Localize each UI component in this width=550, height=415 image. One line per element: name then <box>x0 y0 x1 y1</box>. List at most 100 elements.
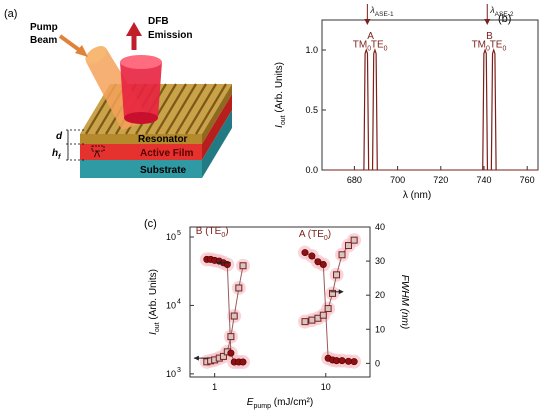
d-label: d <box>56 131 63 142</box>
fwhm-marker <box>227 349 235 357</box>
intensity-marker <box>319 311 327 319</box>
y2-tick-label: 10 <box>375 324 385 334</box>
x-tick-label: 680 <box>347 175 362 185</box>
right-y-axis-label: FWHM (nm) <box>399 275 410 329</box>
x-tick-label: 700 <box>390 175 405 185</box>
fwhm-marker <box>350 358 358 366</box>
spectrum-series <box>322 48 538 171</box>
y2-tick-label: 0 <box>375 358 380 368</box>
resonator-label: Resonator <box>138 134 188 145</box>
fwhm-axis-arrow-head <box>338 289 344 295</box>
substrate-layer <box>80 160 202 178</box>
pump-arrow <box>58 34 88 57</box>
series-labels: B (TE0) A (TE0) <box>196 226 331 242</box>
x-axis-label: λ (nm) <box>403 190 431 201</box>
spectral-peak-0 <box>363 48 370 171</box>
data-markers <box>193 236 358 366</box>
plot-frame <box>189 226 371 378</box>
y-tick-label: 0.0 <box>305 165 318 175</box>
intensity-marker <box>333 271 341 279</box>
x-tick-label: 1 <box>212 382 217 392</box>
active-film-side <box>202 94 232 160</box>
panel-b-tag: (b) <box>498 13 511 25</box>
lambda-label: Λ <box>94 149 100 159</box>
x-axis-ticks: 1 10 <box>212 373 331 392</box>
series-label: B (TE0) <box>196 226 229 239</box>
spectral-peak-2 <box>482 48 489 171</box>
x-tick-label: 740 <box>476 175 491 185</box>
peak-group-label: B <box>486 31 493 42</box>
substrate-label: Substrate <box>140 165 187 176</box>
y-tick-exponent: 5 <box>177 230 181 237</box>
fwhm-marker <box>308 252 316 260</box>
y-tick-label: 1.0 <box>305 45 318 55</box>
peak-mode-label: TE0 <box>490 40 507 53</box>
pump-label-line2: Beam <box>30 35 57 46</box>
intensity-marker <box>329 289 337 297</box>
active-film-layer <box>80 144 202 160</box>
ase-label: λASE-2 <box>489 5 514 18</box>
y2-tick-label: 20 <box>375 290 385 300</box>
pump-label-line1: Pump <box>30 22 58 33</box>
panel-b-spectrum-chart: (b) 680 700 720 740 760 0.0 0.5 1.0 A B TM0 TE0 TM… <box>262 0 550 205</box>
peak-mode-label: TE0 <box>371 40 388 53</box>
intensity-axis-arrow-head <box>193 355 199 361</box>
y-tick-label: 10 <box>166 369 176 379</box>
panel-a-tag: (a) <box>4 8 17 20</box>
emission-label-line1: DFB <box>148 16 169 27</box>
fwhm-marker <box>239 358 247 366</box>
ase-arrow-head <box>484 19 491 25</box>
resonator-side <box>202 84 232 144</box>
fwhm-marker <box>223 260 231 268</box>
intensity-marker <box>301 318 309 326</box>
emission-label-line2: Emission <box>148 30 192 41</box>
intensity-marker <box>308 316 316 324</box>
intensity-marker <box>344 242 352 250</box>
y-axis-ticks: 0.0 0.5 1.0 <box>305 45 326 175</box>
emission-beam <box>120 55 162 124</box>
spectral-peak-3 <box>490 48 497 171</box>
intensity-marker <box>219 352 227 360</box>
y2-tick-label: 40 <box>375 222 385 232</box>
y-tick-exponent: 3 <box>177 367 181 374</box>
panel-c-threshold-chart: (c) 1 10 10 3 10 4 10 5 0 10 20 30 40 B (TE0) A (TE… <box>140 205 410 410</box>
intensity-marker <box>338 251 346 259</box>
x-axis-label: Epump (mJ/cm²) <box>247 397 313 410</box>
schematic-diagram: (a) <box>4 8 232 178</box>
resonator-layer <box>80 134 202 144</box>
x-tick-label: 720 <box>433 175 448 185</box>
y-tick-exponent: 4 <box>177 298 181 305</box>
x-axis-ticks: 680 700 720 740 760 <box>347 166 535 185</box>
active-film-label: Active Film <box>140 148 193 159</box>
ase-arrow-head <box>364 19 371 25</box>
x-tick-label: 10 <box>321 382 331 392</box>
emission-arrow <box>126 22 142 50</box>
panel-a-schematic: (a) <box>0 0 240 200</box>
peak-group-label: A <box>367 31 374 42</box>
y-axis-label: Iout (Arb. Units) <box>274 62 287 128</box>
fwhm-marker <box>319 260 327 268</box>
left-y-axis-label: Iout (Arb. Units) <box>148 269 161 335</box>
substrate-side <box>202 110 232 178</box>
hf-label: hf <box>52 148 61 161</box>
fwhm-axis-arrow-head <box>217 260 223 266</box>
ase-label: λASE-1 <box>369 5 394 18</box>
x-tick-label: 760 <box>520 175 535 185</box>
series-label: A (TE0) <box>299 229 331 242</box>
fwhm-marker <box>338 357 346 365</box>
fwhm-marker <box>301 249 309 257</box>
panel-c-tag: (c) <box>144 218 157 230</box>
y-tick-label: 10 <box>166 232 176 242</box>
intensity-marker <box>350 236 358 244</box>
intensity-marker <box>230 312 238 320</box>
spectral-peak-1 <box>371 48 378 171</box>
y2-tick-label: 30 <box>375 256 385 266</box>
y-tick-label: 0.5 <box>305 105 318 115</box>
peak-mode-label: TM0 <box>472 40 490 53</box>
intensity-marker <box>239 262 247 270</box>
peak-mode-label: TM0 <box>353 40 371 53</box>
